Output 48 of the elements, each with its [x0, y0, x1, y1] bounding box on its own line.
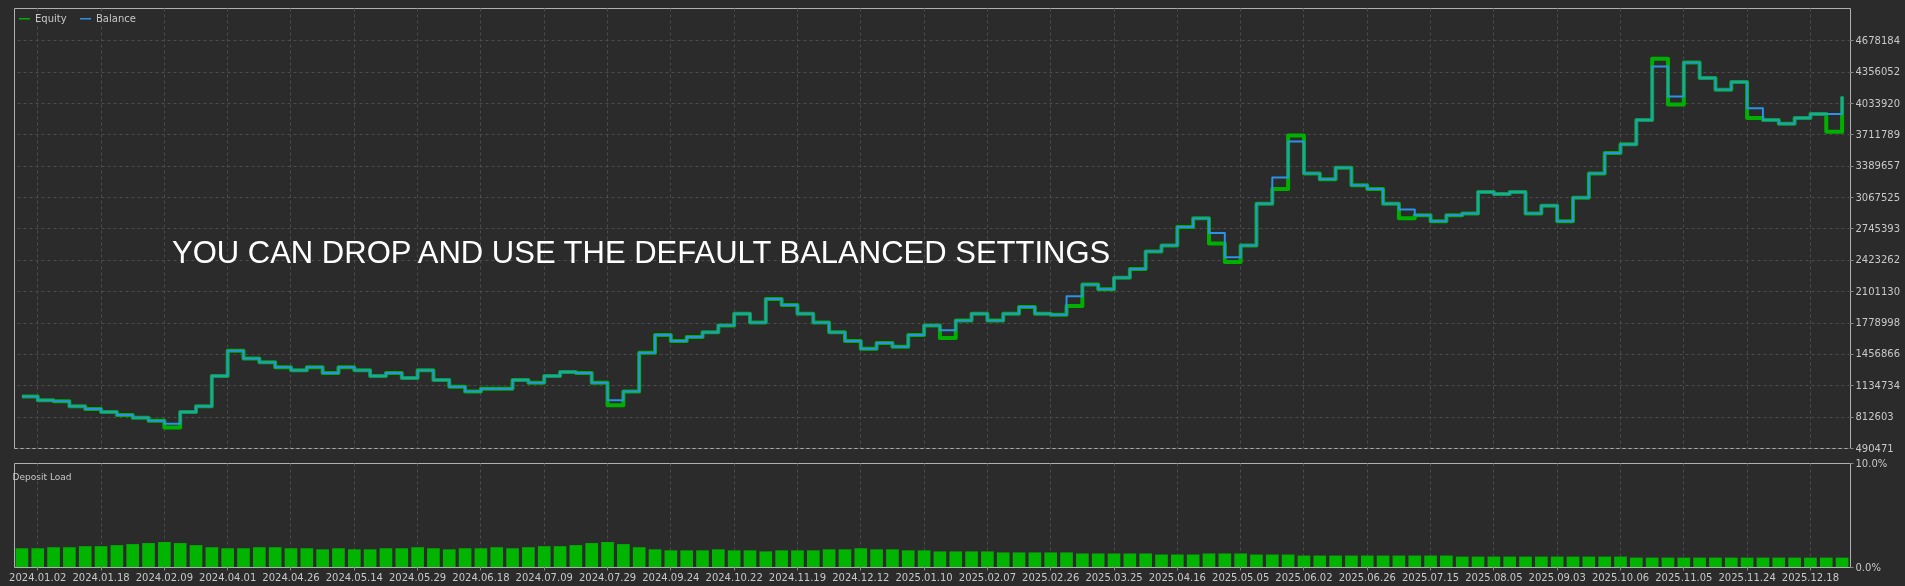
y-tick-label: 10.0% — [1855, 457, 1888, 469]
x-tick-label: 2025.02.07 — [958, 571, 1017, 583]
legend-label: Balance — [96, 12, 136, 24]
x-tick-label: 2025.09.03 — [1528, 571, 1586, 583]
x-tick-label: 2024.07.09 — [515, 571, 573, 583]
y-tick-label: 2423262 — [1855, 254, 1901, 266]
x-tick-label: 2024.11.19 — [768, 571, 827, 583]
x-tick-label: 2024.04.01 — [199, 571, 257, 583]
x-tick-label: 2025.03.25 — [1085, 571, 1143, 583]
x-tick-label: 2025.11.24 — [1718, 571, 1776, 583]
x-tick-label: 2024.07.29 — [578, 571, 637, 583]
y-tick-label: 3389657 — [1855, 160, 1901, 172]
y-tick-label: 1778998 — [1855, 317, 1901, 329]
y-tick-label: 1134734 — [1855, 379, 1901, 391]
x-tick-label: 2025.06.26 — [1338, 571, 1396, 583]
legend-label: Equity — [35, 12, 67, 24]
y-tick-label: 3067525 — [1855, 191, 1901, 203]
y-tick-label: 0.0% — [1855, 561, 1881, 573]
y-tick-label: 4033920 — [1855, 97, 1901, 109]
x-tick-label: 2024.06.18 — [452, 571, 510, 583]
y-tick-label: 4678184 — [1855, 34, 1901, 46]
x-tick-label: 2025.04.16 — [1148, 571, 1206, 583]
y-tick-label: 490471 — [1855, 442, 1894, 454]
x-tick-label: 2024.05.29 — [388, 571, 447, 583]
x-tick-label: 2024.05.14 — [325, 571, 383, 583]
x-tick-label: 2024.02.09 — [135, 571, 193, 583]
x-tick-label: 2024.01.02 — [9, 571, 67, 583]
x-tick-label: 2025.01.10 — [895, 571, 953, 583]
x-tick-label: 2025.05.05 — [1212, 571, 1270, 583]
y-tick-label: 1456866 — [1855, 348, 1901, 360]
x-tick-label: 2025.12.18 — [1781, 571, 1840, 583]
x-tick-label: 2024.12.12 — [832, 571, 890, 583]
x-tick-label: 2024.01.18 — [72, 571, 130, 583]
annotation: YOU CAN DROP AND USE THE DEFAULT BALANCED SETTINGS — [172, 235, 1111, 270]
y-tick-label: 3711789 — [1855, 128, 1901, 140]
x-tick-label: 2025.06.02 — [1275, 571, 1333, 583]
x-tick-label: 2024.04.26 — [262, 571, 320, 583]
y-tick-label: 2101130 — [1855, 285, 1901, 297]
y-tick-label: 4356052 — [1855, 66, 1901, 78]
y-tick-label: 2745393 — [1855, 222, 1901, 234]
x-tick-label: 2025.07.15 — [1401, 571, 1460, 583]
x-tick-label: 2024.10.22 — [705, 571, 763, 583]
y-tick-label: 812603 — [1855, 411, 1894, 423]
x-tick-label: 2025.11.05 — [1655, 571, 1713, 583]
x-tick-label: 2025.02.26 — [1022, 571, 1080, 583]
x-tick-label: 2025.10.06 — [1591, 571, 1650, 583]
x-tick-label: 2024.09.24 — [642, 571, 700, 583]
x-tick-label: 2025.08.05 — [1465, 571, 1523, 583]
